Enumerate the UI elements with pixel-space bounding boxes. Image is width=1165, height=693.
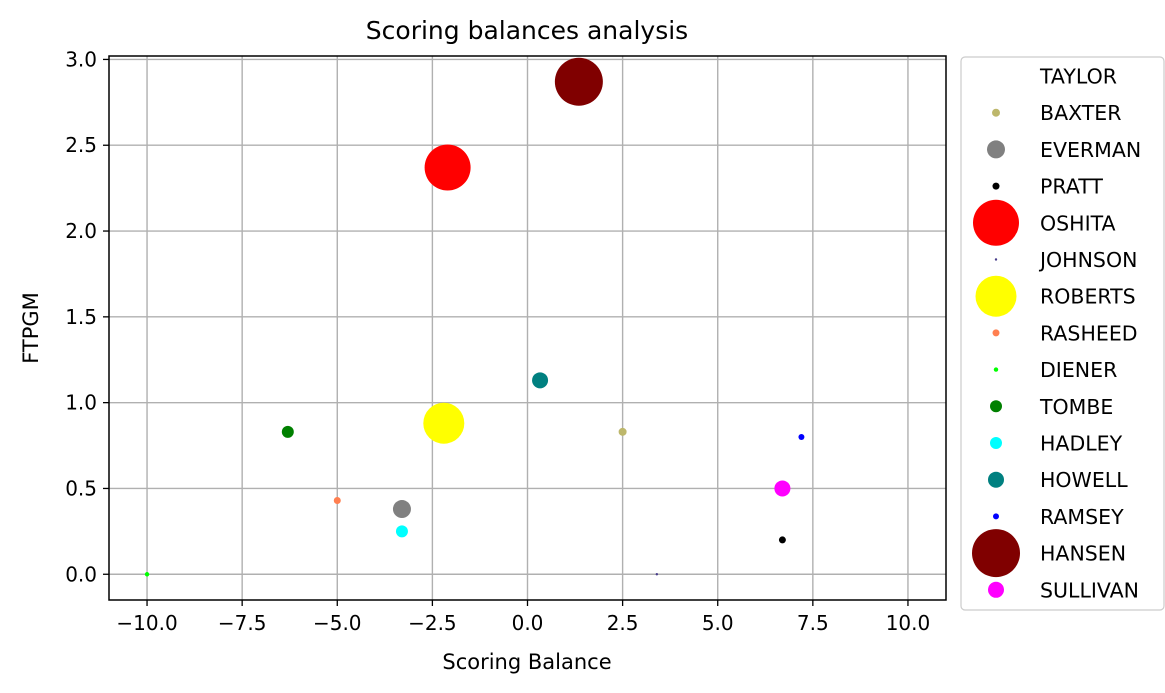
legend-label-everman: EVERMAN [1040,138,1141,162]
legend-marker-ramsey [993,513,999,520]
legend-marker-hansen [972,529,1020,578]
legend-label-ramsey: RAMSEY [1040,505,1124,529]
data-point-johnson [655,573,659,576]
x-tick-label: 0.0 [512,611,544,635]
legend-label-roberts: ROBERTS [1040,285,1136,309]
data-point-baxter [618,427,627,436]
x-axis-label: Scoring Balance [442,650,611,674]
data-point-hadley [395,525,408,538]
legend-label-sullivan: SULLIVAN [1040,578,1139,602]
legend-label-hansen: HANSEN [1040,542,1126,566]
data-points [144,57,805,577]
legend-frame [960,56,1165,611]
data-point-roberts [423,402,465,444]
data-point-tombe [281,425,294,438]
data-point-sullivan [774,480,791,497]
x-axis-ticks: −10.0 −7.5 −5.0 −2.5 0.0 2.5 5.0 7.5 10.0 [116,600,930,635]
grid-lines [109,56,946,600]
x-tick-label: −5.0 [313,611,362,635]
legend-marker-everman [987,140,1005,159]
legend: TAYLOR BAXTER EVERMAN PRATT OSHITA JOHNSON ROB… [960,56,1165,611]
legend-label-tombe: TOMBE [1039,395,1113,419]
data-point-pratt [778,536,786,544]
legend-marker-oshita [973,199,1019,246]
legend-label-taylor: TAYLOR [1039,65,1117,89]
legend-label-diener: DIENER [1040,358,1117,382]
y-tick-label: 2.0 [65,219,97,243]
x-tick-label: 7.5 [797,611,829,635]
x-tick-label: −7.5 [218,611,267,635]
x-tick-label: −2.5 [408,611,457,635]
y-axis-label: FTPGM [19,292,43,364]
y-axis-ticks: 0.0 0.5 1.0 1.5 2.0 2.5 3.0 [65,47,109,586]
legend-marker-johnson [994,258,998,261]
legend-label-howell: HOWELL [1040,468,1128,492]
data-point-rasheed [333,496,341,504]
legend-marker-hadley [990,437,1002,449]
legend-marker-diener [993,367,999,372]
y-tick-label: 3.0 [65,47,97,71]
legend-marker-pratt [992,182,1000,190]
chart-title: Scoring balances analysis [366,16,688,45]
y-tick-label: 0.0 [65,562,97,586]
x-tick-label: 5.0 [702,611,734,635]
x-tick-label: 10.0 [886,611,931,635]
x-tick-label: −10.0 [116,611,177,635]
legend-label-johnson: JOHNSON [1038,248,1137,272]
data-point-hansen [554,57,603,106]
legend-marker-tombe [990,400,1002,413]
legend-marker-sullivan [988,581,1004,598]
legend-label-baxter: BAXTER [1040,101,1122,125]
legend-label-oshita: OSHITA [1040,211,1116,235]
legend-marker-roberts [975,275,1017,317]
y-tick-label: 1.5 [65,305,97,329]
legend-marker-rasheed [992,329,1000,337]
legend-label-rasheed: RASHEED [1040,321,1138,345]
x-tick-label: 2.5 [607,611,639,635]
y-tick-label: 1.0 [65,391,97,415]
legend-marker-howell [988,471,1004,488]
data-point-oshita [424,144,471,191]
legend-marker-baxter [992,108,1000,117]
y-tick-label: 0.5 [65,476,97,500]
legend-label-hadley: HADLEY [1040,432,1123,456]
legend-label-pratt: PRATT [1040,175,1103,199]
data-point-howell [532,372,549,389]
data-point-everman [392,500,411,519]
data-point-diener [144,572,150,577]
data-point-ramsey [798,433,805,440]
y-tick-label: 2.5 [65,133,97,157]
